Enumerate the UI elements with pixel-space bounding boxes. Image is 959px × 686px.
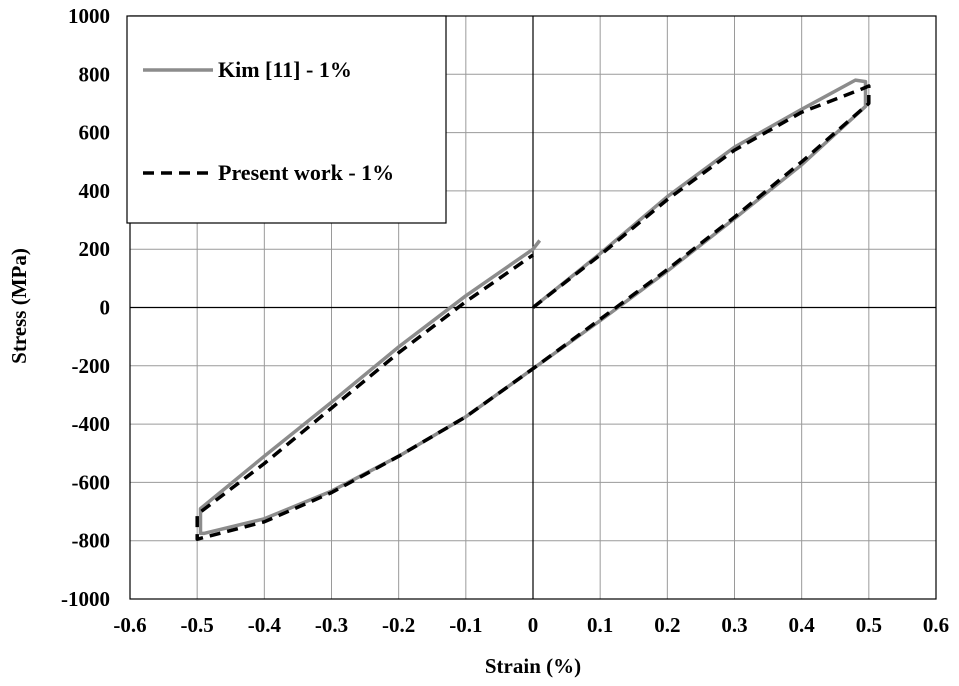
- x-tick-label: -0.2: [382, 613, 415, 637]
- y-tick-label: -400: [72, 412, 111, 436]
- series-layer: [195, 78, 871, 541]
- x-tick-label: 0.2: [654, 613, 680, 637]
- y-tick-label: 1000: [68, 4, 110, 28]
- x-tick-label: -0.5: [181, 613, 214, 637]
- x-tick-label: -0.1: [449, 613, 482, 637]
- y-tick-label: -1000: [61, 587, 110, 611]
- x-tick-label: -0.6: [113, 613, 146, 637]
- legend-label-present: Present work - 1%: [218, 160, 394, 185]
- y-tick-label: 200: [79, 237, 111, 261]
- y-tick-label: 800: [79, 62, 111, 86]
- x-tick-label: 0.1: [587, 613, 613, 637]
- y-tick-label: 600: [79, 121, 111, 145]
- y-axis-title: Stress (MPa): [7, 248, 31, 364]
- y-tick-label: -800: [72, 529, 111, 553]
- y-tick-label: -200: [72, 354, 111, 378]
- x-tick-label: 0.4: [789, 613, 816, 637]
- legend-label-kim: Kim [11] - 1%: [218, 57, 352, 82]
- y-tick-labels: -1000 -800 -600 -400 -200 0 200 400 600 800 1000: [61, 4, 110, 611]
- legend: Kim [11] - 1% Present work - 1%: [126, 15, 447, 224]
- x-tick-label: 0.3: [721, 613, 747, 637]
- x-tick-label: 0.6: [923, 613, 949, 637]
- y-tick-label: 400: [79, 179, 111, 203]
- legend-box: [126, 15, 447, 224]
- y-tick-label: 0: [100, 296, 111, 320]
- x-tick-labels: -0.6 -0.5 -0.4 -0.3 -0.2 -0.1 0 0.1 0.2 0.3 0.4 0.5…: [113, 613, 949, 637]
- series-line-present-work: [195, 84, 871, 541]
- x-tick-label: 0.5: [856, 613, 882, 637]
- x-tick-label: -0.4: [248, 613, 282, 637]
- x-tick-label: 0: [528, 613, 539, 637]
- y-tick-label: -600: [72, 470, 111, 494]
- x-tick-label: -0.3: [315, 613, 348, 637]
- x-axis-title: Strain (%): [485, 654, 581, 678]
